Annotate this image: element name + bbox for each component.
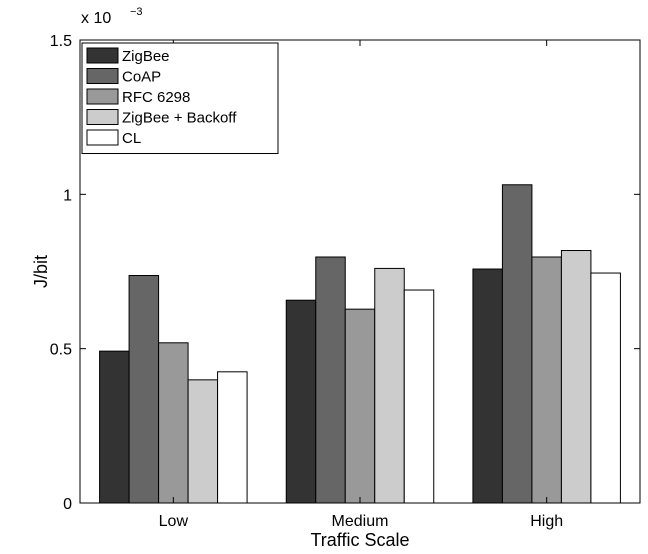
y-multiplier-exponent: −3 [130, 6, 143, 18]
bar-medium-zigbee [285, 299, 317, 504]
y-multiplier-base: x 10 [81, 10, 111, 27]
y-tick-label: 1 [63, 187, 72, 204]
bar-low-cl [217, 371, 248, 504]
y-tick-label: 0 [63, 496, 72, 513]
bar-low-zigbee-backoff [187, 379, 219, 504]
x-tick-label: Medium [332, 513, 389, 530]
bar-low-coap [128, 275, 160, 504]
bar-high-zigbee [472, 268, 503, 504]
y-tick-label: 0.5 [50, 342, 72, 359]
bar-low-zigbee [99, 350, 130, 504]
ticks-layer: Low Medium High 0 0.5 1 1.5 [50, 33, 640, 530]
legend-swatch-zigbee [86, 47, 119, 64]
legend-label-zigbee-backoff: ZigBee + Backoff [122, 110, 237, 127]
legend-label-cl: CL [122, 130, 141, 147]
legend-label-rfc-6298: RFC 6298 [122, 89, 190, 106]
bar-medium-coap [315, 256, 346, 504]
bar-high-rfc-6298 [531, 256, 562, 504]
bar-high-zigbee-backoff [560, 250, 592, 504]
x-axis-label: Traffic Scale [310, 530, 409, 549]
bar-high-cl [590, 272, 621, 504]
x-tick-label: High [530, 513, 563, 530]
legend-label-zigbee: ZigBee [122, 48, 170, 65]
y-tick-label: 1.5 [50, 33, 72, 50]
bar-medium-zigbee-backoff [374, 267, 405, 504]
bar-medium-cl [403, 289, 435, 504]
y-axis-label: J/bit [31, 255, 51, 288]
legend-swatch-cl [86, 129, 119, 146]
legend-swatch-coap [86, 68, 119, 84]
legend-swatch-rfc-6298 [86, 88, 119, 105]
legend-label-coap: CoAP [122, 69, 161, 86]
bar-medium-rfc-6298 [344, 308, 376, 504]
legend: ZigBee CoAP RFC 6298 ZigBee + Backoff CL [81, 42, 279, 154]
bar-high-coap [501, 184, 533, 504]
bar-low-rfc-6298 [158, 342, 189, 504]
bars-layer [99, 184, 621, 504]
x-tick-label: Low [159, 513, 189, 530]
legend-swatch-zigbee-backoff [86, 109, 119, 125]
